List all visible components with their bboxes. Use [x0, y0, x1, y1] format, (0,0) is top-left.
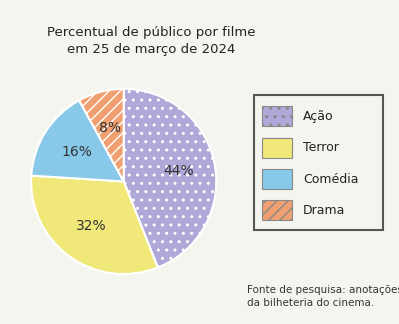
- Wedge shape: [31, 176, 158, 274]
- Bar: [262, 138, 292, 158]
- Bar: [262, 169, 292, 189]
- Text: 8%: 8%: [99, 121, 121, 135]
- Wedge shape: [124, 89, 216, 268]
- Text: Fonte de pesquisa: anotações
da bilheteria do cinema.: Fonte de pesquisa: anotações da bilheter…: [247, 285, 399, 307]
- Text: 44%: 44%: [163, 164, 194, 178]
- Text: 16%: 16%: [61, 145, 92, 159]
- Text: Terror: Terror: [303, 141, 339, 154]
- Bar: [262, 201, 292, 220]
- Wedge shape: [79, 89, 124, 181]
- Text: 32%: 32%: [76, 219, 107, 233]
- Text: Drama: Drama: [303, 204, 345, 217]
- Text: Percentual de público por filme
em 25 de março de 2024: Percentual de público por filme em 25 de…: [47, 26, 256, 56]
- Text: Comédia: Comédia: [303, 173, 358, 186]
- Wedge shape: [31, 100, 124, 181]
- Text: Ação: Ação: [303, 110, 334, 123]
- Bar: [262, 106, 292, 126]
